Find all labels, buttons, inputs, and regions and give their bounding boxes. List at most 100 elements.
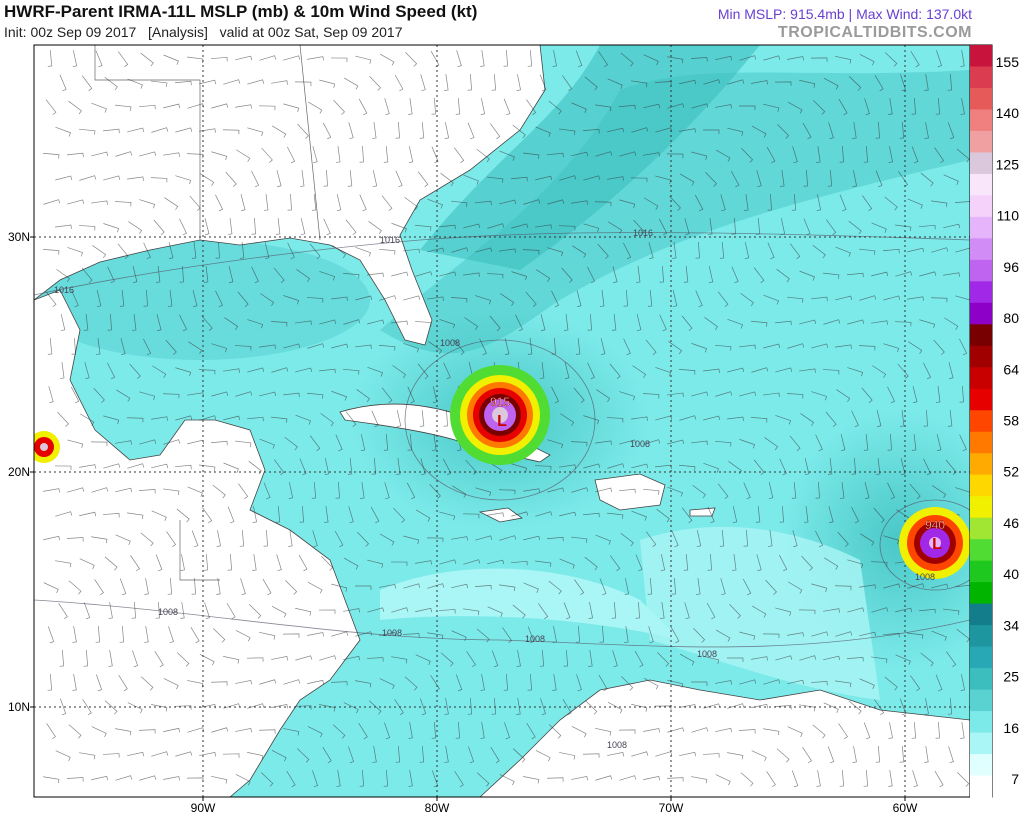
wind-barb xyxy=(847,559,864,569)
wind-barb xyxy=(875,458,881,475)
wind-barb xyxy=(235,728,252,733)
wind-barb xyxy=(839,769,845,787)
wind-barb xyxy=(679,415,697,421)
wind-barb xyxy=(643,775,660,781)
wind-barb xyxy=(618,729,636,734)
wind-barb xyxy=(935,386,941,403)
wind-barb xyxy=(190,626,200,644)
wind-barb xyxy=(330,57,348,63)
wind-barb xyxy=(775,367,793,373)
wind-barb xyxy=(575,626,581,643)
colorbar-label: 46 xyxy=(1003,515,1019,531)
wind-barb xyxy=(887,433,892,451)
wind-barb xyxy=(823,77,839,90)
wind-barb xyxy=(103,175,121,181)
wind-barb xyxy=(151,127,169,133)
wind-barb xyxy=(237,291,249,307)
wind-barb xyxy=(823,655,841,661)
wind-barb xyxy=(60,314,66,332)
colorbar-label: 110 xyxy=(997,208,1020,224)
wind-barb xyxy=(931,630,947,641)
wind-barb xyxy=(119,578,127,596)
isobar-label: 1008 xyxy=(440,338,460,348)
wind-barb xyxy=(883,295,901,301)
wind-barb xyxy=(132,266,138,284)
wind-barb xyxy=(343,608,360,613)
wind-barb xyxy=(444,74,449,91)
wind-barb xyxy=(102,513,120,518)
wind-barb xyxy=(803,169,808,187)
wind-barb xyxy=(455,98,461,115)
wind-barb xyxy=(491,74,497,91)
wind-barb xyxy=(740,292,754,307)
wind-barb xyxy=(79,558,95,570)
colorbar-segment xyxy=(970,173,992,196)
wind-barb xyxy=(419,410,425,427)
wind-barb xyxy=(900,458,906,476)
wind-barb xyxy=(587,266,596,284)
wind-barb xyxy=(691,103,709,109)
wind-barb xyxy=(571,536,588,543)
wind-barb xyxy=(499,248,516,253)
wind-barb xyxy=(199,654,215,666)
wind-barb xyxy=(703,462,719,473)
wind-barb xyxy=(548,100,562,115)
wind-barb xyxy=(163,54,179,65)
wind-barb xyxy=(743,482,751,500)
wind-barb xyxy=(307,392,324,399)
wind-barb xyxy=(379,533,395,546)
wind-barb xyxy=(394,74,404,92)
wind-barb xyxy=(107,362,116,380)
colorbar-segment xyxy=(970,66,992,89)
wind-barb xyxy=(202,507,213,524)
wind-barb xyxy=(46,723,56,740)
wind-barb xyxy=(427,583,445,589)
wind-barb xyxy=(210,681,228,686)
wind-barb xyxy=(547,487,565,493)
wind-barb xyxy=(559,464,576,469)
wind-barb xyxy=(959,434,967,452)
wind-barb xyxy=(910,50,920,68)
colorbar-segment xyxy=(970,216,992,239)
wind-barb xyxy=(271,80,288,85)
credit: TROPICALTIDBITS.COM xyxy=(777,24,972,41)
wind-barb xyxy=(851,506,860,524)
wind-barb xyxy=(779,458,787,476)
wind-barb xyxy=(103,128,120,134)
wind-barb xyxy=(131,601,137,619)
wind-barb xyxy=(368,700,382,715)
wind-barb xyxy=(720,578,726,596)
wind-barb xyxy=(774,705,792,710)
wind-barb xyxy=(924,746,929,763)
wind-barb xyxy=(259,344,276,349)
wind-barb xyxy=(547,536,564,542)
wind-barb xyxy=(527,626,535,644)
wind-barb xyxy=(671,530,679,548)
wind-barb xyxy=(527,673,532,691)
wind-barb xyxy=(599,290,605,307)
wind-barb xyxy=(490,747,500,764)
wind-barb xyxy=(811,296,828,302)
wind-barb xyxy=(715,680,732,685)
wind-barb xyxy=(631,751,649,757)
wind-barb xyxy=(475,295,492,305)
wind-barb xyxy=(463,223,481,229)
wind-barb xyxy=(634,650,644,668)
wind-barb xyxy=(419,122,425,139)
wind-barb xyxy=(95,338,101,355)
wind-barb xyxy=(462,513,480,519)
wind-barb xyxy=(43,776,60,784)
wind-barb xyxy=(438,609,456,614)
wind-barb xyxy=(258,729,276,734)
wind-barb xyxy=(943,608,960,615)
wind-barb xyxy=(780,170,785,187)
wind-barb xyxy=(444,698,449,715)
wind-barb xyxy=(631,510,647,521)
wind-barb xyxy=(164,197,179,210)
wind-barb xyxy=(330,681,348,686)
wind-barb xyxy=(443,409,448,427)
wind-barb xyxy=(104,76,118,91)
wind-barb xyxy=(714,440,732,447)
wind-barb xyxy=(176,652,190,667)
wind-barb xyxy=(631,127,649,133)
